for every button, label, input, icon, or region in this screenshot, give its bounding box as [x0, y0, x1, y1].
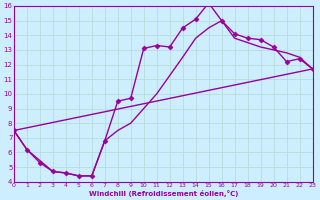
X-axis label: Windchill (Refroidissement éolien,°C): Windchill (Refroidissement éolien,°C) [89, 190, 238, 197]
